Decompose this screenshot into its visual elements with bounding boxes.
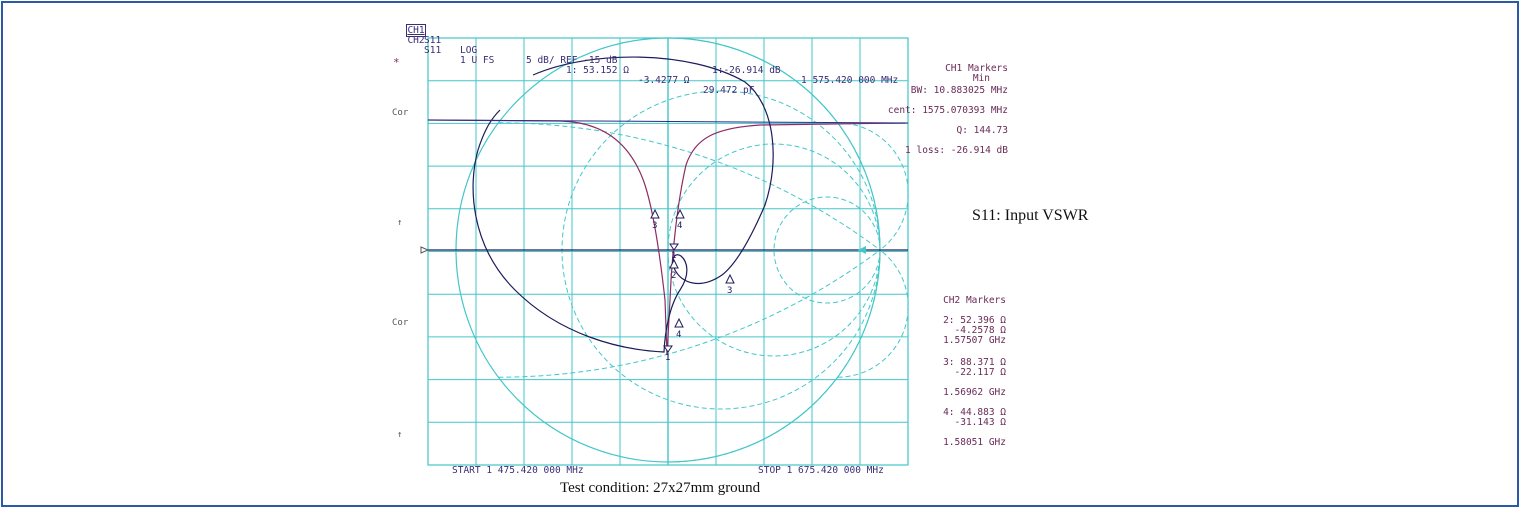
log-marker-4: [675, 208, 685, 219]
smith-reactance-arc: [498, 249, 881, 378]
smith-marker-2-label: 2: [671, 271, 676, 281]
side-arrow-1: ↑: [397, 218, 403, 228]
smith-marker-1: [669, 243, 679, 251]
s11-input-vswr-label: S11: Input VSWR: [972, 207, 1089, 224]
marker-symbols: 3 4 1 2 3 4 1: [420, 208, 866, 363]
test-condition-caption: Test condition: 27x27mm ground: [560, 480, 761, 496]
ch2-capacitance: 29.472 pF: [703, 85, 755, 96]
smith-ref-point: [858, 246, 866, 254]
smith-trace: [472, 56, 774, 353]
ch1-format: LOG: [460, 45, 478, 56]
smith-reactance-arc: [667, 249, 881, 463]
ch2-m2-r: 2: 52.396 Ω: [943, 315, 1006, 326]
smith-marker-3-label: 3: [727, 286, 732, 296]
smith-marker-3: [725, 273, 735, 284]
ch2-m2-x: -4.2578 Ω: [954, 325, 1006, 336]
ref-line-top: [427, 119, 909, 124]
side-cor-2: Cor: [392, 318, 409, 328]
header-line-1: CH1 S11 LOG 5 dB/ REF -15 dB 1:-26.914 d…: [396, 16, 898, 86]
ch2-param: S11: [424, 45, 442, 56]
ch2-m4-x: -31.143 Ω: [954, 417, 1006, 428]
log-marker-1: [663, 345, 673, 353]
ch1-q: Q: 144.73: [956, 125, 1008, 136]
log-marker-1-label: 1: [665, 353, 670, 363]
ch2-m3-r: 3: 88.371 Ω: [943, 357, 1006, 368]
ch2-marker-readout: 1: 53.152 Ω: [566, 65, 629, 76]
ch2-label[interactable]: CH2: [407, 35, 425, 46]
ch1-marker-freq: 1 575.420 000 MHz: [801, 75, 899, 86]
smith-marker-2: [669, 258, 679, 269]
smith-marker-4-label: 4: [676, 330, 681, 340]
smith-marker-4: [674, 317, 684, 328]
smith-reactance-arc: [837, 122, 909, 251]
ch1-label[interactable]: CH1: [406, 24, 426, 37]
smith-marker-1-label: 1: [671, 251, 676, 261]
ch1-markers-panel: CH1 Markers Min BW: 10.883025 MHz cent: …: [880, 64, 1008, 156]
ch2-markers-title: CH2 Markers: [943, 295, 1006, 306]
sweep-start: START 1 475.420 000 MHz: [452, 465, 584, 476]
ch2-reactance: -3.4277 Ω: [638, 75, 690, 86]
sweep-stop: STOP 1 675.420 000 MHz: [758, 465, 884, 476]
ch2-m4-r: 4: 44.883 Ω: [943, 407, 1006, 418]
side-arrow-2: ↑: [397, 430, 403, 440]
ch2-format: 1 U FS: [460, 55, 495, 66]
header-line-2: CH2 S11 1 U FS 1: 53.152 Ω -3.4277 Ω 29.…: [396, 26, 754, 96]
ch2-markers-panel: CH2 Markers 2: 52.396 Ω -4.2578 Ω 1.5750…: [900, 296, 1006, 448]
side-star: *: [393, 56, 400, 69]
ch1-marker-readout: 1:-26.914 dB: [712, 65, 781, 76]
rect-grid: [427, 37, 909, 466]
ref-position-arrow: [420, 246, 430, 254]
log-marker-3-label: 3: [652, 221, 657, 231]
log-marker-4-label: 4: [677, 221, 682, 231]
ch2-m4-f: 1.58051 GHz: [943, 437, 1006, 448]
log-marker-3: [650, 208, 660, 219]
ch1-markers-sub: Min: [972, 73, 990, 84]
ch2-m3-x: -22.117 Ω: [954, 367, 1006, 378]
side-cor-1: Cor: [392, 108, 409, 118]
smith-reactance-arc: [498, 122, 881, 251]
smith-reactance-arc: [837, 249, 909, 378]
ch1-param: S11: [424, 35, 442, 46]
log-trace: [427, 119, 906, 356]
ch1-bw: BW: 10.883025 MHz: [910, 85, 1008, 96]
ch1-markers-title: CH1 Markers: [945, 63, 1008, 74]
ch1-loss: 1 loss: -26.914 dB: [905, 145, 1008, 156]
ch1-scale: 5 dB/ REF -15 dB: [526, 55, 618, 66]
ch2-m3-f: 1.56962 GHz: [943, 387, 1006, 398]
ch2-m2-f: 1.57507 GHz: [943, 335, 1006, 346]
ch1-cent: cent: 1575.070393 MHz: [887, 105, 1008, 116]
